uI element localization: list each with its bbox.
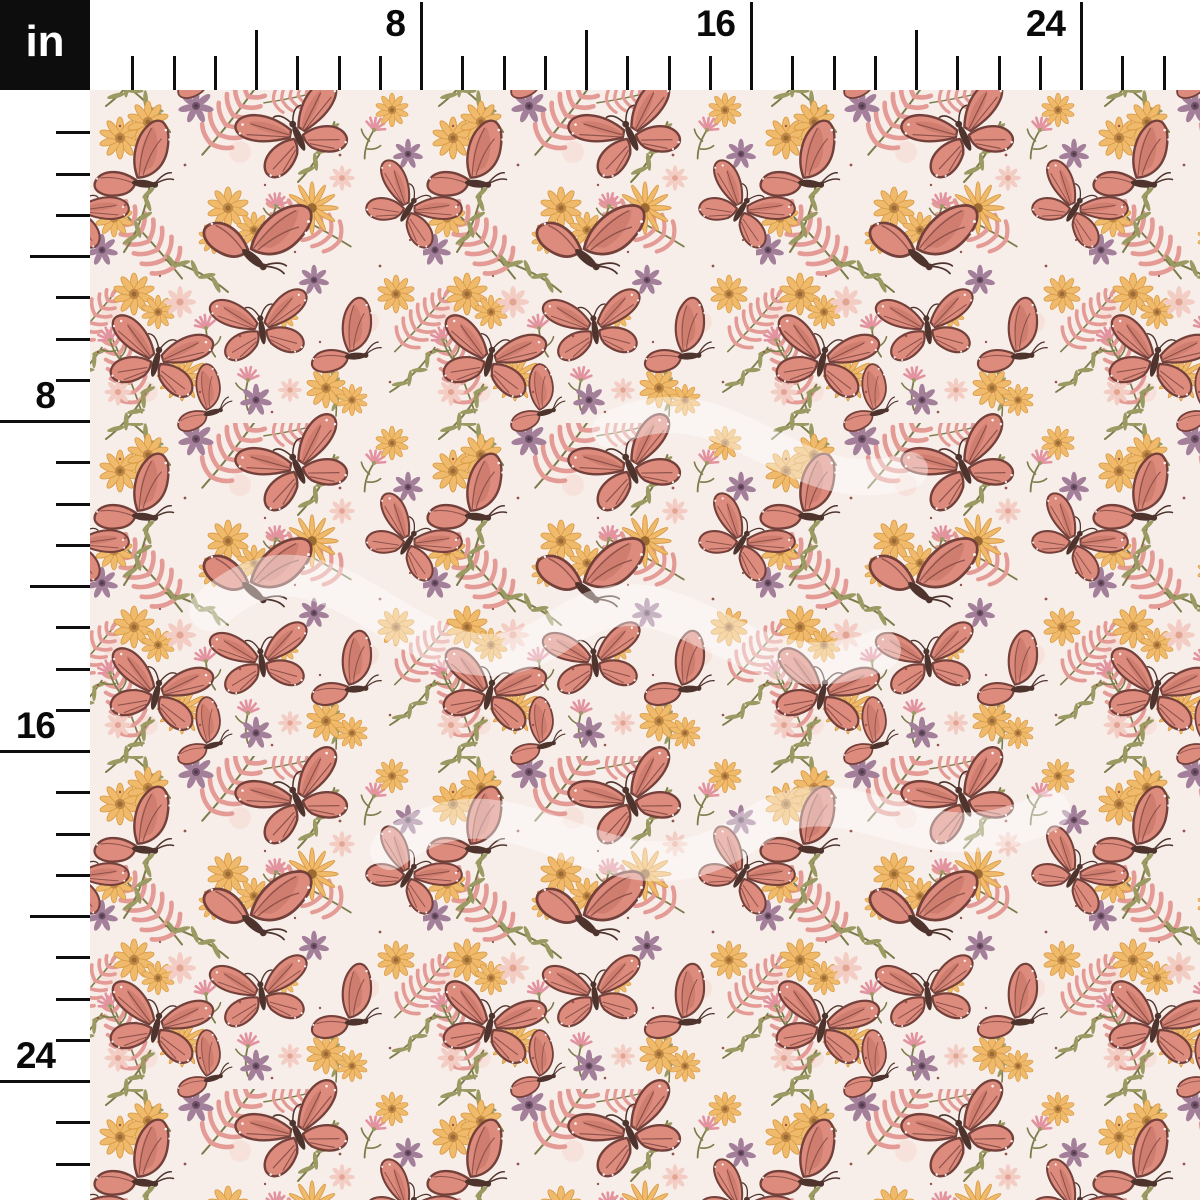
left-ruler-tick bbox=[0, 420, 90, 423]
top-ruler-tick bbox=[956, 56, 960, 90]
left-ruler-tick bbox=[56, 956, 90, 960]
top-ruler-tick bbox=[667, 56, 671, 90]
left-ruler-tick bbox=[30, 255, 90, 258]
top-ruler-tick bbox=[997, 56, 1001, 90]
watermark bbox=[189, 396, 1070, 882]
top-ruler-tick bbox=[296, 56, 300, 90]
left-ruler-tick bbox=[56, 213, 90, 217]
top-ruler-tick bbox=[337, 56, 341, 90]
top-ruler-tick bbox=[1038, 56, 1042, 90]
top-ruler-tick bbox=[172, 56, 176, 90]
top-ruler-tick bbox=[915, 30, 918, 90]
left-ruler-label-8: 8 bbox=[35, 375, 56, 416]
left-ruler-tick bbox=[56, 708, 90, 712]
left-ruler-tick bbox=[56, 791, 90, 795]
left-ruler-tick bbox=[56, 172, 90, 176]
left-ruler-tick bbox=[0, 750, 90, 753]
top-ruler-tick bbox=[1080, 2, 1083, 90]
left-ruler-tick bbox=[56, 296, 90, 300]
top-ruler-tick bbox=[378, 56, 382, 90]
left-ruler-tick bbox=[56, 1038, 90, 1042]
top-ruler-tick bbox=[750, 2, 753, 90]
left-ruler-tick bbox=[56, 502, 90, 506]
top-ruler-tick bbox=[255, 30, 258, 90]
top-ruler-tick bbox=[420, 2, 423, 90]
left-ruler-tick bbox=[56, 873, 90, 877]
left-ruler-label-24: 24 bbox=[15, 1035, 56, 1076]
top-ruler-tick bbox=[626, 56, 630, 90]
left-ruler-label-16: 16 bbox=[15, 705, 56, 746]
unit-box: in bbox=[0, 0, 90, 90]
left-ruler-tick bbox=[56, 667, 90, 671]
top-ruler-tick bbox=[502, 56, 506, 90]
unit-label: in bbox=[25, 17, 65, 66]
top-ruler-tick bbox=[213, 56, 217, 90]
fabric-print bbox=[90, 90, 1200, 1200]
left-ruler-tick bbox=[56, 1121, 90, 1125]
top-ruler-tick bbox=[708, 56, 712, 90]
top-ruler-tick bbox=[873, 56, 877, 90]
top-ruler-tick bbox=[543, 56, 547, 90]
left-ruler-tick bbox=[56, 1162, 90, 1166]
fabric-swatch bbox=[90, 90, 1200, 1200]
left-ruler-tick bbox=[30, 585, 90, 588]
top-ruler-tick bbox=[1162, 56, 1166, 90]
top-ruler-tick bbox=[791, 56, 795, 90]
left-ruler-tick bbox=[56, 131, 90, 135]
top-ruler-tick bbox=[832, 56, 836, 90]
left-ruler-tick bbox=[56, 832, 90, 836]
left-ruler-tick bbox=[56, 997, 90, 1001]
top-ruler-tick bbox=[131, 56, 135, 90]
left-ruler-tick bbox=[56, 337, 90, 341]
left-ruler-tick bbox=[56, 543, 90, 547]
top-ruler-tick bbox=[585, 30, 588, 90]
left-ruler-tick bbox=[56, 461, 90, 465]
left-ruler-tick bbox=[0, 1080, 90, 1083]
left-ruler-tick bbox=[30, 915, 90, 918]
left-ruler-tick bbox=[56, 626, 90, 630]
top-ruler-tick bbox=[461, 56, 465, 90]
top-ruler-label-24: 24 bbox=[1025, 3, 1066, 44]
top-ruler-tick bbox=[1121, 56, 1125, 90]
top-ruler-label-16: 16 bbox=[695, 3, 736, 44]
top-ruler-label-8: 8 bbox=[385, 3, 406, 44]
left-ruler-tick bbox=[56, 378, 90, 382]
